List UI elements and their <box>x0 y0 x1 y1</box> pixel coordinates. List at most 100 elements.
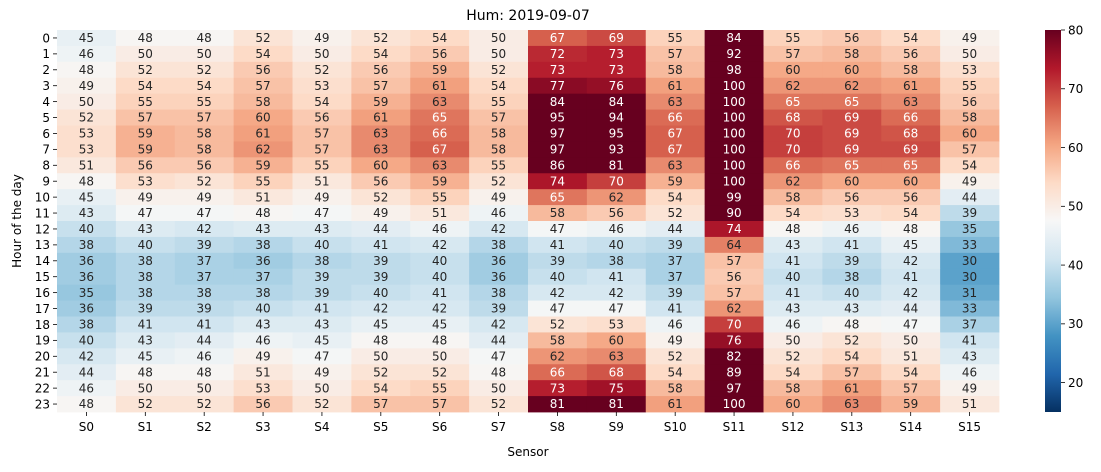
cell-value-label: 49 <box>962 381 977 395</box>
heatmap-cell <box>645 125 706 142</box>
cell-value-label: 56 <box>432 47 447 61</box>
heatmap-cell <box>410 173 470 190</box>
cell-value-label: 52 <box>491 174 506 188</box>
heatmap-cell <box>351 364 411 381</box>
heatmap-cell <box>586 189 647 206</box>
cell-value-label: 72 <box>550 47 565 61</box>
heatmap-cell <box>645 396 706 413</box>
cell-value-label: 51 <box>903 349 918 363</box>
heatmap-cell <box>410 396 470 413</box>
heatmap-cell <box>528 300 588 317</box>
cell-value-label: 54 <box>903 206 918 220</box>
cell-value-label: 47 <box>491 349 506 363</box>
cell-value-label: 81 <box>609 397 624 411</box>
heatmap-cell <box>586 396 647 413</box>
heatmap-cell <box>822 268 882 286</box>
cell-value-label: 57 <box>962 143 977 157</box>
heatmap-cell <box>233 45 293 63</box>
heatmap-cell <box>881 252 941 270</box>
heatmap-cell <box>528 45 588 63</box>
cell-value-label: 39 <box>373 254 388 268</box>
cell-value-label: 50 <box>79 95 94 109</box>
cell-value-label: 41 <box>550 238 565 252</box>
cell-value-label: 39 <box>668 238 683 252</box>
heatmap-cell <box>704 380 764 397</box>
y-tick-label: 20 <box>35 350 50 364</box>
cell-value-label: 49 <box>314 365 329 379</box>
cell-value-label: 59 <box>373 95 388 109</box>
heatmap-cell <box>233 61 293 79</box>
heatmap-cell <box>233 252 293 270</box>
cell-value-label: 48 <box>255 206 270 220</box>
cell-value-label: 52 <box>373 31 388 45</box>
cell-value-label: 40 <box>432 254 447 268</box>
cell-value-label: 40 <box>79 334 94 348</box>
cell-value-label: 51 <box>255 190 270 204</box>
heatmap-cell <box>174 380 235 397</box>
heatmap-cell <box>645 173 706 190</box>
heatmap-cell <box>586 61 647 79</box>
cell-value-label: 56 <box>844 31 859 45</box>
cell-value-label: 59 <box>138 143 153 157</box>
heatmap-cell <box>528 252 588 270</box>
y-axis-label: Hour of the day <box>10 174 24 268</box>
heatmap-cell <box>645 252 706 270</box>
cell-value-label: 43 <box>314 318 329 332</box>
heatmap-cell <box>115 300 176 317</box>
cell-value-label: 57 <box>138 111 153 125</box>
cell-value-label: 55 <box>432 190 447 204</box>
cell-value-label: 38 <box>79 318 94 332</box>
heatmap-cell <box>586 93 647 110</box>
heatmap-cell <box>57 93 117 110</box>
cell-value-label: 50 <box>785 334 800 348</box>
cell-value-label: 61 <box>255 127 270 141</box>
cell-value-label: 75 <box>609 381 624 395</box>
cell-value-label: 65 <box>550 190 565 204</box>
cell-value-label: 94 <box>609 111 624 125</box>
colorbar-tick-label: 70 <box>1068 82 1083 96</box>
heatmap-cell <box>115 380 176 397</box>
cell-value-label: 97 <box>550 127 565 141</box>
cell-value-label: 53 <box>79 127 94 141</box>
heatmap-cell <box>233 348 293 365</box>
heatmap-cell <box>174 332 235 349</box>
cell-value-label: 63 <box>903 95 918 109</box>
heatmap-cell <box>763 30 823 47</box>
cell-value-label: 37 <box>255 270 270 284</box>
heatmap-cell <box>940 364 1000 381</box>
cell-value-label: 69 <box>844 127 859 141</box>
cell-value-label: 37 <box>197 254 212 268</box>
heatmap-cell <box>645 300 706 317</box>
cell-value-label: 36 <box>491 254 506 268</box>
cell-value-label: 48 <box>79 174 94 188</box>
heatmap-cell <box>881 364 941 381</box>
cell-value-label: 39 <box>197 238 212 252</box>
cell-value-label: 33 <box>962 302 977 316</box>
heatmap-cell <box>645 348 706 365</box>
cell-value-label: 59 <box>138 127 153 141</box>
cell-value-label: 69 <box>903 143 918 157</box>
heatmap-cell <box>469 205 529 222</box>
cell-value-label: 44 <box>79 365 94 379</box>
heatmap-cell <box>351 380 411 397</box>
cell-value-label: 49 <box>962 31 977 45</box>
heatmap-cell <box>233 205 293 222</box>
heatmap-cell <box>57 173 117 190</box>
heatmap-cell <box>528 332 588 349</box>
heatmap-cell <box>645 109 706 126</box>
y-tick-label: 9 <box>42 175 50 189</box>
cell-value-label: 65 <box>903 158 918 172</box>
cell-value-label: 42 <box>903 286 918 300</box>
y-tick-label: 5 <box>42 111 50 125</box>
heatmap-cell <box>469 157 529 174</box>
cell-value-label: 57 <box>314 127 329 141</box>
cell-value-label: 62 <box>844 79 859 93</box>
heatmap-cell <box>174 205 235 222</box>
heatmap-cell <box>763 93 823 110</box>
cell-value-label: 55 <box>314 158 329 172</box>
cell-value-label: 51 <box>255 365 270 379</box>
heatmap-cell <box>292 45 352 63</box>
cell-value-label: 47 <box>197 206 212 220</box>
y-tick-label: 14 <box>35 254 50 268</box>
